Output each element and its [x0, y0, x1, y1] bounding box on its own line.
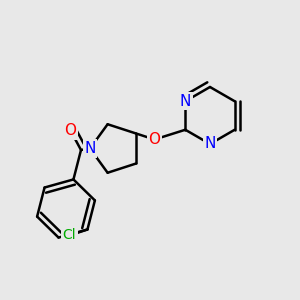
Text: O: O: [148, 132, 160, 147]
Text: Cl: Cl: [63, 229, 76, 242]
Text: N: N: [84, 141, 96, 156]
Text: O: O: [64, 123, 76, 138]
Text: N: N: [204, 136, 216, 152]
Text: N: N: [180, 94, 191, 109]
